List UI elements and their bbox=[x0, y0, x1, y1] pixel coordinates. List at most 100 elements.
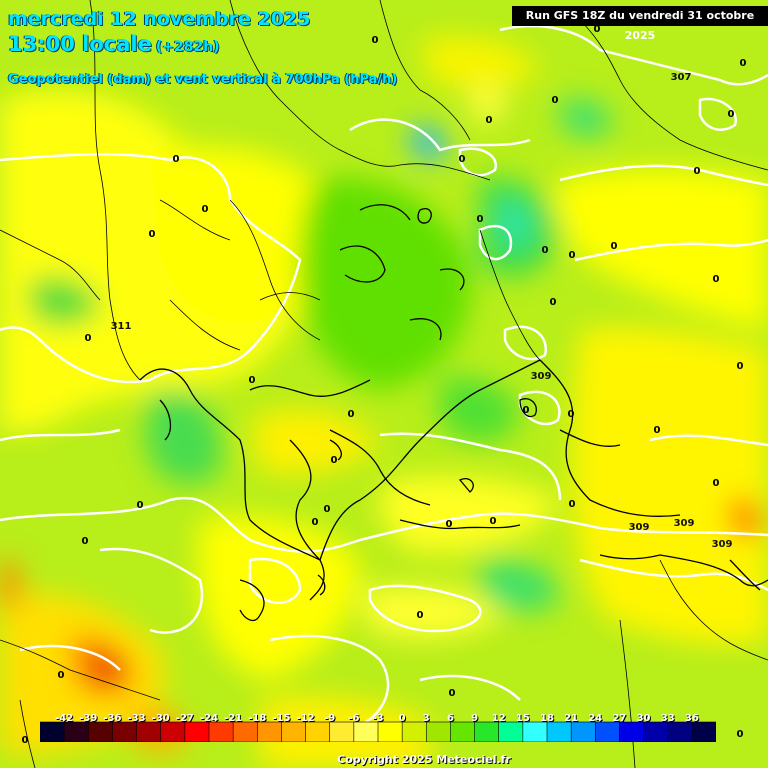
contour-label: 0 bbox=[449, 688, 456, 699]
contour-label: 0 bbox=[22, 735, 29, 746]
contour-label: 0 bbox=[312, 517, 319, 528]
legend-label: -6 bbox=[348, 713, 360, 724]
legend-swatch bbox=[87, 721, 114, 742]
legend-label: -21 bbox=[224, 713, 243, 724]
run-banner: Run GFS 18Z du vendredi 31 octobre 2025 bbox=[512, 6, 768, 42]
contour-label: 307 bbox=[671, 72, 692, 83]
contour-label: 0 bbox=[173, 154, 180, 165]
legend-swatch bbox=[40, 721, 65, 742]
contour-label: 0 bbox=[490, 516, 497, 527]
legend-label: -15 bbox=[272, 713, 291, 724]
legend-label: 12 bbox=[491, 713, 506, 724]
contour-label: 0 bbox=[417, 610, 424, 621]
contour-label: 0 bbox=[523, 405, 530, 416]
legend-label: -12 bbox=[296, 713, 315, 724]
legend-label: 18 bbox=[540, 713, 554, 724]
legend-label: 9 bbox=[471, 713, 479, 724]
legend-label: -30 bbox=[151, 713, 170, 724]
contour-label: 311 bbox=[111, 321, 132, 332]
legend-label: -9 bbox=[324, 713, 336, 724]
legend-label: 33 bbox=[660, 713, 675, 724]
legend-label: 36 bbox=[684, 713, 699, 724]
legend-label: -42 bbox=[55, 713, 74, 724]
contour-label: 0 bbox=[477, 214, 484, 225]
contour-label: 0 bbox=[137, 500, 144, 511]
legend-swatch bbox=[160, 721, 186, 742]
contour-label: 0 bbox=[149, 229, 156, 240]
legend-label: 0 bbox=[398, 713, 406, 724]
contour-label: 0 bbox=[249, 375, 256, 386]
contour-label: 0 bbox=[348, 409, 355, 420]
contour-label: 309 bbox=[531, 371, 552, 382]
legend-swatch bbox=[546, 721, 572, 742]
legend-label: 24 bbox=[588, 713, 603, 724]
coastlines bbox=[139, 204, 768, 622]
legend-label: -24 bbox=[199, 713, 219, 724]
legend-swatch bbox=[667, 721, 693, 742]
contour-label: 0 bbox=[550, 297, 557, 308]
contour-label: 309 bbox=[674, 518, 695, 529]
legend-swatch bbox=[136, 721, 162, 742]
contour-label: 0 bbox=[82, 536, 89, 547]
contour-label: 0 bbox=[728, 109, 735, 120]
contour-label: 309 bbox=[712, 539, 733, 550]
color-legend bbox=[40, 721, 716, 742]
legend-swatch bbox=[570, 721, 597, 742]
legend-swatch bbox=[498, 721, 524, 742]
map-subtitle: Geopotentiel (dam) et vent vertical à 70… bbox=[8, 72, 398, 87]
contour-label: 0 bbox=[594, 24, 601, 35]
legend-label: -36 bbox=[103, 713, 122, 724]
contour-label: 0 bbox=[737, 361, 744, 372]
contour-label: 0 bbox=[202, 204, 209, 215]
contour-label: 0 bbox=[372, 35, 379, 46]
contour-label: 0 bbox=[58, 670, 65, 681]
contour-label: 0 bbox=[569, 499, 576, 510]
legend-swatch bbox=[619, 721, 645, 742]
contour-label: 0 bbox=[324, 504, 331, 515]
contour-label: 0 bbox=[713, 274, 720, 285]
legend-swatch bbox=[256, 721, 283, 742]
legend-swatch bbox=[208, 721, 234, 742]
contour-label: 0 bbox=[85, 333, 92, 344]
forecast-offset: (+282h) bbox=[155, 39, 220, 55]
legend-swatch bbox=[63, 721, 90, 742]
contour-label: 0 bbox=[611, 241, 618, 252]
legend-label: -39 bbox=[79, 713, 98, 724]
contour-label: 0 bbox=[694, 166, 701, 177]
forecast-time-label: 13:00 locale bbox=[8, 32, 152, 56]
contour-label: 0 bbox=[737, 729, 744, 740]
contour-label: 309 bbox=[629, 522, 650, 533]
legend-label: -27 bbox=[175, 713, 194, 724]
legend-swatch bbox=[329, 721, 355, 742]
legend-swatch bbox=[522, 721, 548, 742]
legend-swatch bbox=[305, 721, 331, 742]
legend-swatch bbox=[425, 721, 452, 742]
contour-label: 0 bbox=[552, 95, 559, 106]
contour-label: 0 bbox=[331, 455, 338, 466]
legend-swatch bbox=[232, 721, 259, 742]
legend-label: 30 bbox=[636, 713, 651, 724]
legend-swatch bbox=[594, 721, 621, 742]
legend-label: -18 bbox=[248, 713, 267, 724]
contour-label: 0 bbox=[446, 519, 453, 530]
legend-swatch bbox=[184, 721, 210, 742]
contour-label: 0 bbox=[542, 245, 549, 256]
contour-label: 0 bbox=[486, 115, 493, 126]
legend-label: -33 bbox=[127, 713, 146, 724]
legend-swatch bbox=[691, 721, 716, 742]
contour-lines bbox=[0, 24, 768, 732]
contour-label: 0 bbox=[569, 250, 576, 261]
legend-swatch bbox=[112, 721, 138, 742]
legend-label: 3 bbox=[422, 713, 430, 724]
legend-swatch bbox=[450, 721, 476, 742]
contour-label: 0 bbox=[654, 425, 661, 436]
forecast-date: mercredi 12 novembre 2025 bbox=[8, 8, 311, 30]
contour-label: 0 bbox=[568, 409, 575, 420]
legend-swatch bbox=[474, 721, 500, 742]
legend-label: 21 bbox=[564, 713, 579, 724]
contour-label: 0 bbox=[459, 154, 466, 165]
